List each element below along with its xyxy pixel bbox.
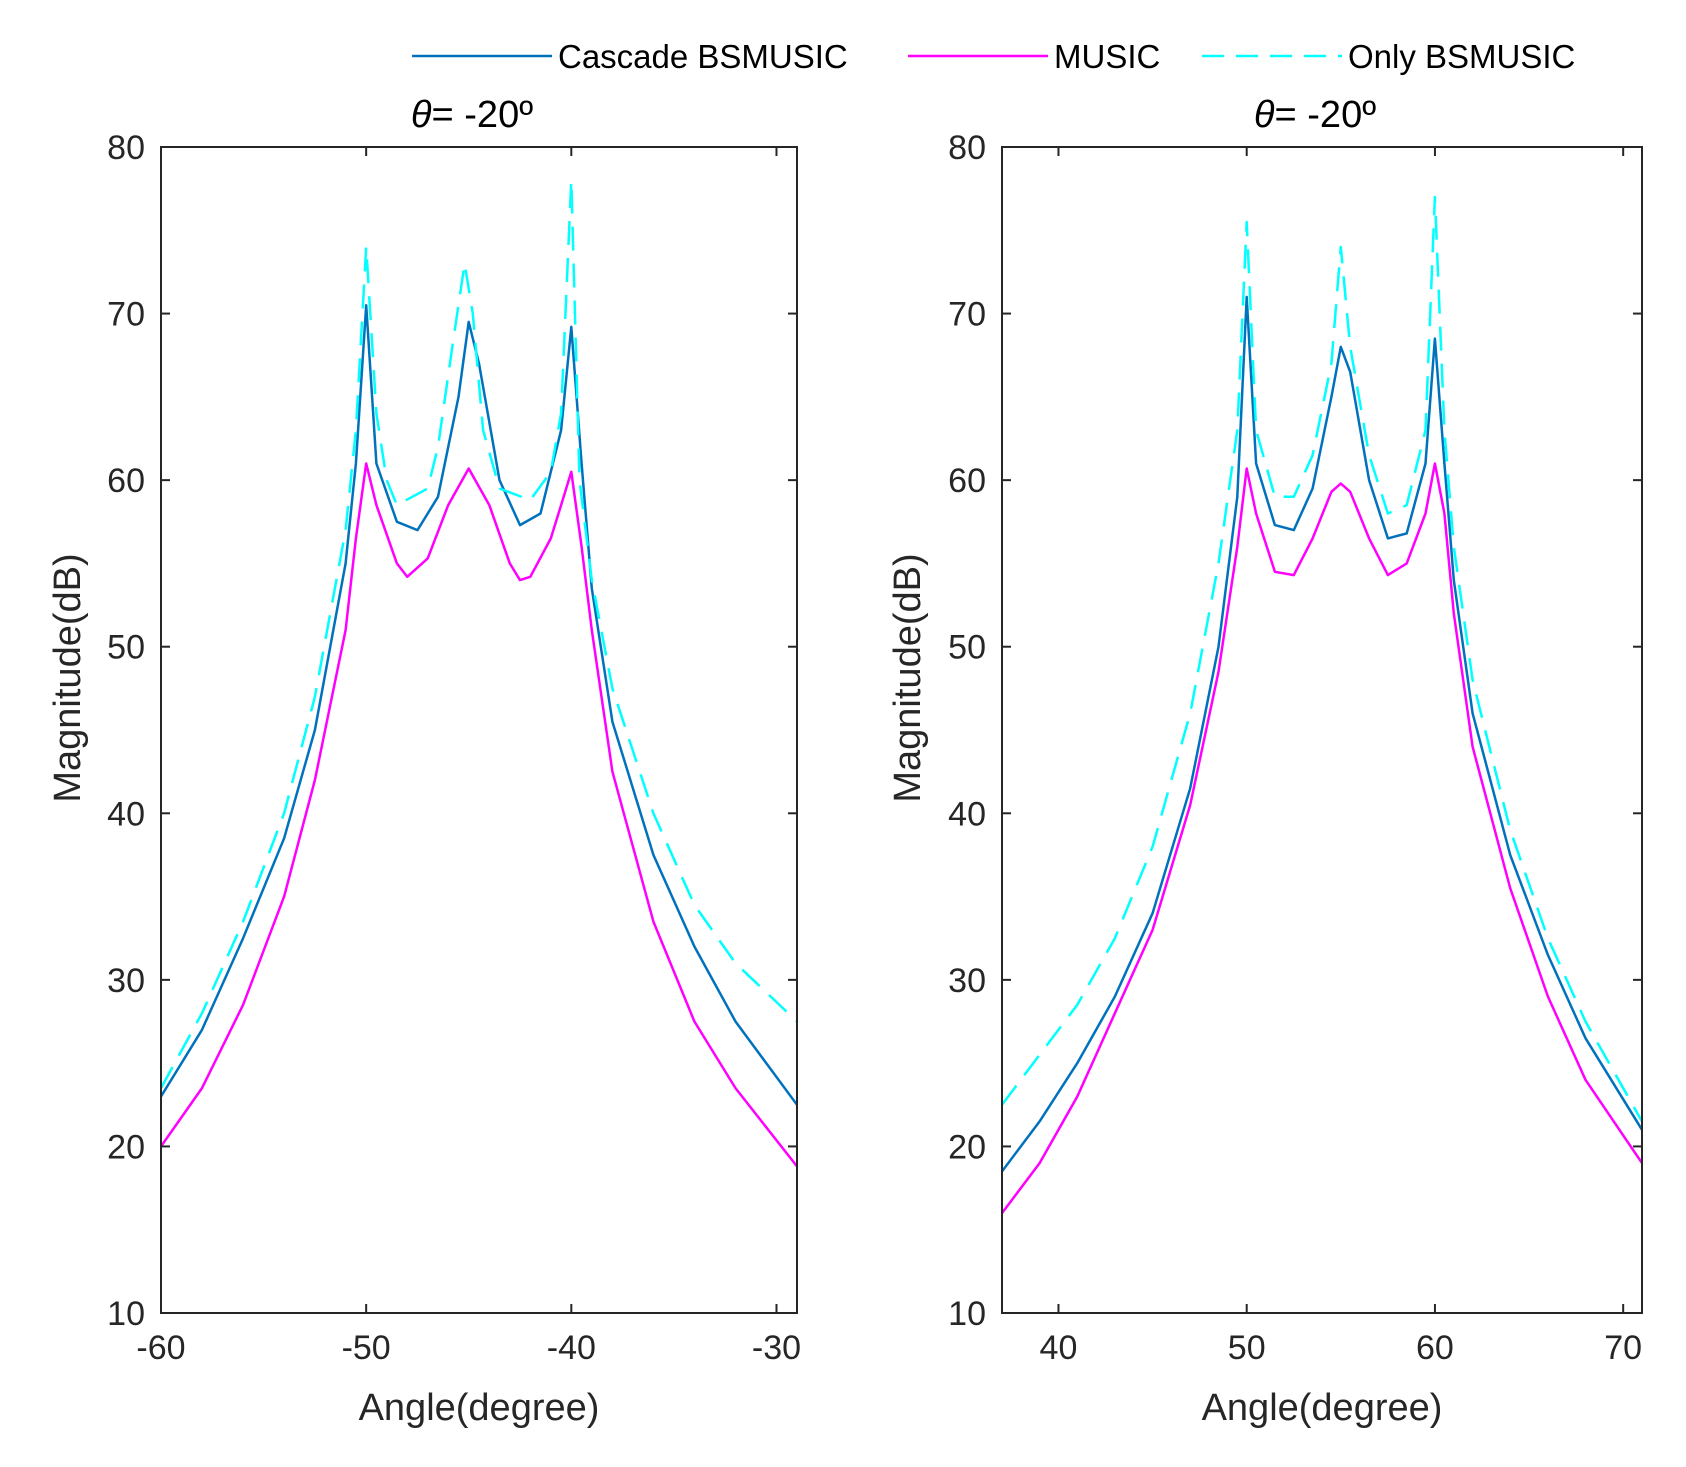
x-tick-label: 60 <box>1416 1329 1454 1367</box>
y-tick-label: 10 <box>107 1295 145 1333</box>
subplot-right-y-label: Magnitude(dB) <box>887 553 929 802</box>
subplot-left-x-label: Angle(degree) <box>359 1387 600 1429</box>
subplot-right-title: θ= -20º <box>1254 94 1376 136</box>
series-line-only <box>161 179 797 1089</box>
y-tick-label: 40 <box>948 795 986 833</box>
y-tick-label: 40 <box>107 795 145 833</box>
y-tick-label: 70 <box>107 296 145 334</box>
subplot-left-marks: -60 -50 -40 -30 10 20 30 40 50 60 70 80 <box>107 129 801 1367</box>
x-tick-label: 70 <box>1604 1329 1642 1367</box>
subplot-right-title-text: = -20º <box>1275 94 1377 136</box>
series-line-cascade <box>161 303 797 1106</box>
subplot-left-title: θ= -20º <box>411 94 533 136</box>
subplot-right-marks: 40 50 60 70 10 20 30 40 50 60 70 80 <box>948 129 1643 1367</box>
x-tick-label: -30 <box>752 1329 801 1367</box>
legend: Cascade BSMUSIC MUSIC Only BSMUSIC <box>412 38 1575 75</box>
y-tick-label: 80 <box>107 129 145 167</box>
subplot-left: θ= -20º Magnitude(dB) Angle(degree) -60-… <box>47 94 801 1429</box>
y-tick-label: 10 <box>948 1295 986 1333</box>
subplot-right-title-symbol: θ <box>1254 94 1275 136</box>
y-tick-label: 30 <box>948 962 986 1000</box>
series-line-music <box>161 462 797 1168</box>
x-tick-label: 50 <box>1228 1329 1266 1367</box>
series-line-only <box>1002 195 1642 1123</box>
y-tick-label: 30 <box>107 962 145 1000</box>
subplot-left-title-text: = -20º <box>432 94 534 136</box>
legend-label-music: MUSIC <box>1054 38 1160 75</box>
subplot-left-title-symbol: θ <box>411 94 432 136</box>
series-line-cascade <box>1002 295 1642 1173</box>
y-tick-label: 70 <box>948 296 986 334</box>
y-tick-label: 60 <box>948 462 986 500</box>
y-tick-label: 50 <box>948 629 986 667</box>
legend-label-cascade: Cascade BSMUSIC <box>558 38 848 75</box>
subplot-left-y-label: Magnitude(dB) <box>47 553 89 802</box>
subplot-left-axes-box <box>160 146 798 1314</box>
x-tick-label: -40 <box>547 1329 596 1367</box>
series-line-music <box>1002 462 1642 1214</box>
x-tick-label: 40 <box>1040 1329 1078 1367</box>
y-tick-label: 20 <box>107 1128 145 1166</box>
y-tick-label: 50 <box>107 629 145 667</box>
legend-label-only: Only BSMUSIC <box>1348 38 1575 75</box>
x-tick-label: -50 <box>342 1329 391 1367</box>
subplot-right-axes-box <box>1001 146 1643 1314</box>
subplot-right-x-label: Angle(degree) <box>1202 1387 1443 1429</box>
y-tick-label: 60 <box>107 462 145 500</box>
y-tick-label: 20 <box>948 1128 986 1166</box>
subplot-right: θ= -20º Magnitude(dB) Angle(degree) 40 50… <box>887 94 1643 1429</box>
x-tick-label: -60 <box>136 1329 185 1367</box>
y-tick-label: 80 <box>948 129 986 167</box>
